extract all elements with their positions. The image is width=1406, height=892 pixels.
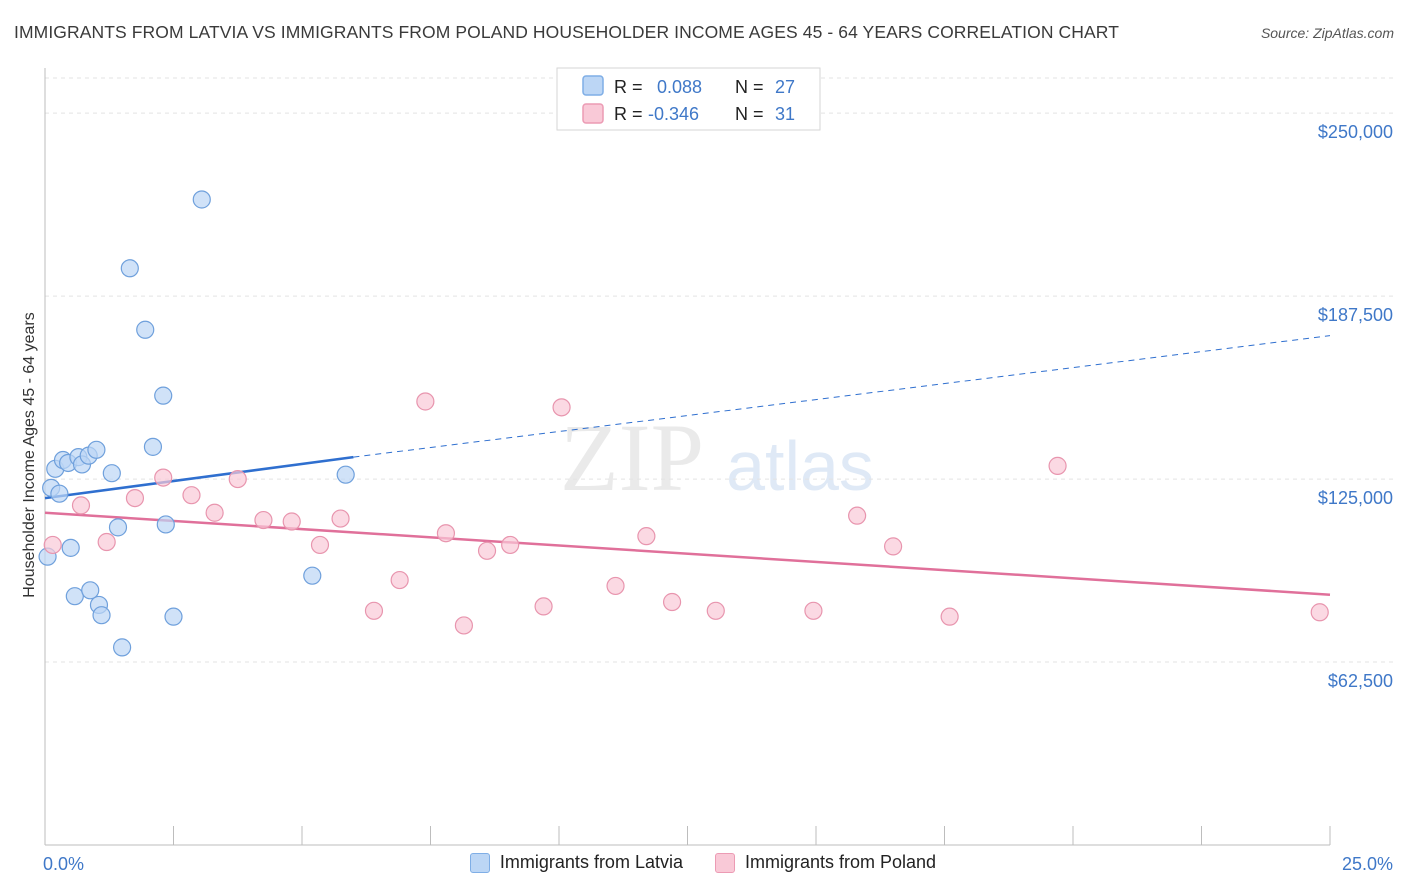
point-latvia xyxy=(81,581,100,600)
point-poland xyxy=(606,576,625,596)
point-poland xyxy=(364,601,384,620)
point-poland xyxy=(804,601,823,620)
watermark-atlas: atlas xyxy=(726,427,874,505)
point-poland xyxy=(501,535,520,555)
legend-n-label-latvia: N = xyxy=(735,77,764,97)
y-axis-label: Householder Income Ages 45 - 64 years xyxy=(21,312,38,598)
legend-r-label-latvia: R = xyxy=(614,77,643,97)
point-poland xyxy=(205,503,224,522)
point-poland xyxy=(154,468,173,487)
source-credit: Source: ZipAtlas.com xyxy=(1260,25,1394,41)
point-poland xyxy=(416,392,435,411)
point-latvia xyxy=(50,484,69,503)
legend-item-poland: Immigrants from Poland xyxy=(714,852,937,873)
legend-r-value-latvia: 0.088 xyxy=(657,77,702,97)
x-tick-label: 25.0% xyxy=(1342,854,1393,874)
point-latvia xyxy=(164,607,183,626)
point-poland xyxy=(454,616,474,635)
point-poland xyxy=(228,469,247,489)
legend-swatch-poland xyxy=(582,103,604,124)
legend-label-latvia: Immigrants from Latvia xyxy=(499,852,683,872)
watermark-zip: ZIP xyxy=(560,404,704,511)
point-poland xyxy=(310,535,330,555)
point-latvia xyxy=(120,259,139,278)
point-latvia xyxy=(108,518,128,537)
point-latvia xyxy=(102,464,121,483)
point-poland xyxy=(534,597,553,616)
point-poland xyxy=(477,541,497,560)
legend-label-poland: Immigrants from Poland xyxy=(744,852,937,872)
point-poland xyxy=(1310,603,1329,622)
point-latvia xyxy=(156,515,175,534)
point-poland xyxy=(940,607,959,626)
point-poland xyxy=(552,398,571,417)
data-points xyxy=(38,190,1329,657)
latvia-swatch xyxy=(469,852,490,873)
point-poland xyxy=(182,486,201,505)
point-poland xyxy=(125,488,145,508)
x-tick-label: 0.0% xyxy=(43,854,84,874)
tick-labels: $62,500 $125,000 $187,500 $250,000 0.0% 25.0% xyxy=(43,122,1393,874)
point-poland xyxy=(436,524,456,543)
point-latvia xyxy=(87,440,106,459)
point-poland xyxy=(662,592,682,612)
trend-line-latvia xyxy=(44,455,354,500)
point-poland xyxy=(883,537,903,556)
point-poland xyxy=(71,496,91,515)
legend-swatch-latvia xyxy=(582,75,604,96)
point-latvia xyxy=(143,437,163,456)
legend-r-value-poland: -0.346 xyxy=(648,104,699,124)
point-poland xyxy=(706,601,725,620)
poland-swatch xyxy=(714,852,735,873)
point-latvia xyxy=(92,606,111,625)
series-legend: Immigrants from Latvia Immigrants from P… xyxy=(0,852,1406,873)
point-poland xyxy=(390,570,409,590)
legend-n-value-poland: 31 xyxy=(775,104,795,124)
point-poland xyxy=(637,527,656,546)
y-tick-label: $125,000 xyxy=(1318,488,1393,508)
point-poland xyxy=(97,532,116,552)
legend-n-value-latvia: 27 xyxy=(775,77,795,97)
point-latvia xyxy=(303,566,322,585)
point-poland xyxy=(1048,456,1067,475)
point-latvia xyxy=(192,190,211,209)
point-latvia xyxy=(154,386,173,405)
trend-line-poland xyxy=(44,511,1331,596)
chart-title: IMMIGRANTS FROM LATVIA VS IMMIGRANTS FRO… xyxy=(14,22,1119,42)
point-poland xyxy=(43,535,62,555)
correlation-legend: R = 0.088 N = 27 R = -0.346 N = 31 xyxy=(556,67,821,131)
point-poland xyxy=(282,512,301,531)
y-tick-label: $62,500 xyxy=(1328,671,1393,691)
legend-item-latvia: Immigrants from Latvia xyxy=(469,852,683,873)
point-latvia xyxy=(112,638,132,657)
point-poland xyxy=(331,509,350,528)
point-latvia xyxy=(61,538,80,557)
y-tick-label: $250,000 xyxy=(1318,122,1393,142)
point-poland xyxy=(848,506,867,525)
axes xyxy=(44,68,1331,846)
point-latvia xyxy=(336,465,355,484)
legend-r-label-poland: R = xyxy=(614,104,643,124)
point-latvia xyxy=(65,587,84,606)
legend-n-label-poland: N = xyxy=(735,104,764,124)
grid-lines xyxy=(45,77,1395,663)
y-tick-label: $187,500 xyxy=(1318,305,1393,325)
point-latvia xyxy=(136,320,155,339)
point-poland xyxy=(254,510,273,530)
